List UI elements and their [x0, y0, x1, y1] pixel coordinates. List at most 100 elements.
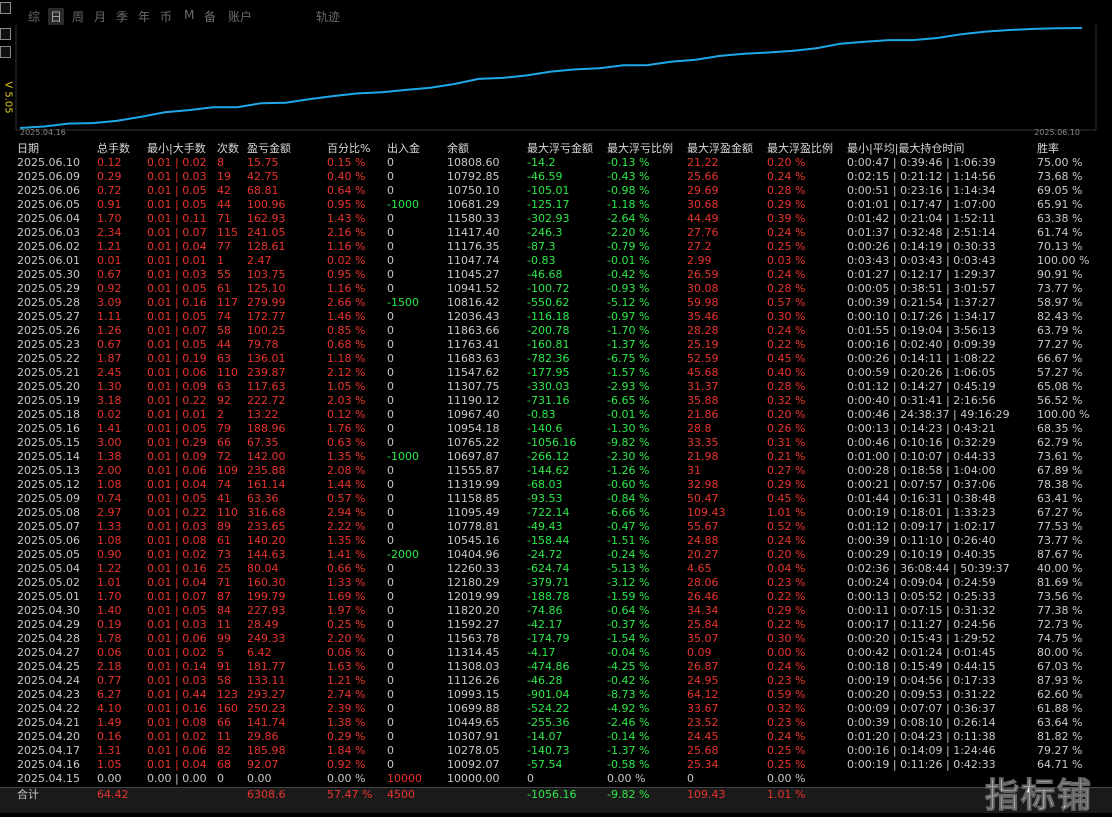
table-cell: -1.30 %: [607, 422, 650, 435]
table-cell: -57.54: [527, 758, 563, 771]
tab[interactable]: 周: [72, 10, 85, 24]
table-cell: 2025.04.28: [17, 632, 80, 645]
tab[interactable]: 轨迹: [316, 10, 341, 24]
table-cell: 0.01 | 0.02: [147, 646, 207, 659]
tab[interactable]: 综: [28, 10, 41, 24]
table-cell: 63.64 %: [1037, 716, 1083, 729]
table-cell: 73: [217, 548, 231, 561]
table-cell: 0.40 %: [767, 366, 806, 379]
table-cell: 0.01 | 0.03: [147, 618, 207, 631]
table-cell: 0.01 | 0.09: [147, 450, 207, 463]
table-cell: -0.42 %: [607, 674, 650, 687]
tab[interactable]: 日: [48, 8, 65, 25]
table-cell: 1.16 %: [327, 282, 366, 295]
table-cell: -302.93: [527, 212, 570, 225]
table-cell: 0.01 | 0.22: [147, 506, 207, 519]
table-cell: 82.43 %: [1037, 310, 1083, 323]
table-cell: 0.59 %: [767, 688, 806, 701]
table-cell: 0.01 | 0.01: [147, 254, 207, 267]
table-cell: 142.00: [247, 450, 286, 463]
table-cell: 0:02:36 | 36:08:44 | 50:39:37: [847, 562, 1010, 575]
table-cell: 10092.07: [447, 758, 500, 771]
table-cell: 21.86: [687, 408, 719, 421]
table-cell: 1.01: [97, 576, 122, 589]
tab[interactable]: 年: [138, 10, 151, 24]
table-cell: 0.95 %: [327, 268, 366, 281]
table-cell: 185.98: [247, 744, 286, 757]
table-cell: 87: [217, 590, 231, 603]
table-cell: 0.25 %: [327, 618, 366, 631]
table-cell: -24.72: [527, 548, 563, 561]
curve-end: 2025.06.10: [1034, 128, 1080, 137]
table-cell: 2025.04.22: [17, 702, 80, 715]
table-cell: 2025.05.28: [17, 296, 80, 309]
tab[interactable]: 备: [204, 10, 217, 24]
table-cell: 0.28 %: [767, 282, 806, 295]
table-cell: 73.56 %: [1037, 590, 1083, 603]
table-cell: 1.26: [97, 324, 122, 337]
table-cell: 0:02:15 | 0:21:12 | 1:14:56: [847, 170, 996, 183]
table-cell: 0: [387, 702, 394, 715]
table-cell: 0.66 %: [327, 562, 366, 575]
table-cell: 55: [217, 268, 231, 281]
table-cell: 0:00:19 | 0:11:26 | 0:42:33: [847, 758, 996, 771]
column-header: 最小|大手数: [147, 142, 206, 155]
table-cell: -1056.16: [527, 436, 577, 449]
table-cell: 0: [387, 170, 394, 183]
table-cell: 0:01:01 | 0:17:47 | 1:07:00: [847, 198, 996, 211]
table-cell: -177.95: [527, 366, 570, 379]
table-cell: 28.28: [687, 324, 719, 337]
total-cell: 4500: [387, 788, 415, 801]
table-cell: 0.24 %: [767, 730, 806, 743]
tab[interactable]: M: [184, 8, 195, 22]
table-cell: 161.14: [247, 478, 286, 491]
table-cell: 45.68: [687, 366, 719, 379]
tab[interactable]: 账户: [228, 10, 253, 24]
table-cell: -46.28: [527, 674, 563, 687]
table-cell: -0.93 %: [607, 282, 650, 295]
table-cell: 0:00:13 | 0:14:23 | 0:43:21: [847, 422, 996, 435]
table-cell: 1.30: [97, 380, 122, 393]
side-icon[interactable]: [0, 28, 11, 40]
table-cell: 109: [217, 464, 238, 477]
table-cell: 0.40 %: [327, 170, 366, 183]
tab[interactable]: 月: [94, 10, 107, 24]
column-header: 百分比%: [327, 142, 371, 155]
table-cell: 0.12 %: [327, 408, 366, 421]
tab[interactable]: 季: [116, 10, 129, 24]
table-cell: 241.05: [247, 226, 286, 239]
table-cell: -0.83: [527, 254, 556, 267]
table-cell: -901.04: [527, 688, 570, 701]
table-cell: 10545.16: [447, 534, 500, 547]
table-cell: 0.20 %: [767, 408, 806, 421]
table-cell: 2025.04.30: [17, 604, 80, 617]
table-cell: 188.96: [247, 422, 286, 435]
table-cell: -255.36: [527, 716, 570, 729]
table-cell: 55.67: [687, 520, 719, 533]
table-cell: -2.30 %: [607, 450, 650, 463]
table-cell: 84: [217, 604, 231, 617]
tab[interactable]: 币: [160, 10, 173, 24]
table-cell: 80.04: [247, 562, 279, 575]
table-cell: 144.63: [247, 548, 286, 561]
table-cell: 0.02: [97, 408, 122, 421]
table-cell: 0:01:00 | 0:10:07 | 0:44:33: [847, 450, 996, 463]
table-cell: 12019.99: [447, 590, 500, 603]
table-cell: 0.25 %: [767, 744, 806, 757]
table-cell: 0:00:47 | 0:39:46 | 1:06:39: [847, 156, 996, 169]
table-cell: 0.01 | 0.03: [147, 268, 207, 281]
table-cell: -731.16: [527, 394, 570, 407]
table-cell: 77.27 %: [1037, 338, 1083, 351]
table-cell: 27.76: [687, 226, 719, 239]
table-cell: 11176.35: [447, 240, 500, 253]
side-icon[interactable]: [0, 46, 11, 58]
table-cell: -1.57 %: [607, 366, 650, 379]
table-cell: 100.00 %: [1037, 408, 1090, 421]
side-icon[interactable]: [0, 2, 11, 14]
table-cell: -1.26 %: [607, 464, 650, 477]
table-cell: 0.01 | 0.19: [147, 352, 207, 365]
table-cell: 2025.05.21: [17, 366, 80, 379]
table-cell: 0.77: [97, 674, 122, 687]
table-cell: 1.49: [97, 716, 122, 729]
table-cell: 66.67 %: [1037, 352, 1083, 365]
